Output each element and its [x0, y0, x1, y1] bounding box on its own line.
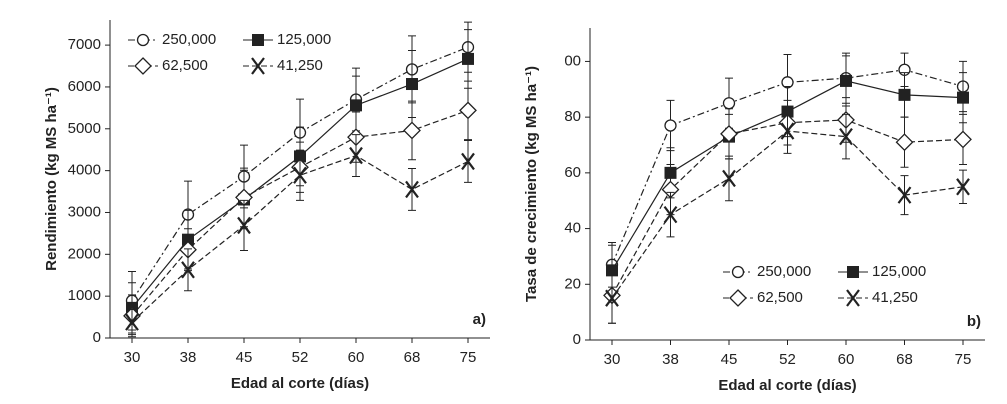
y-tick-label: 0	[93, 329, 101, 346]
marker	[605, 289, 619, 307]
marker	[136, 33, 150, 47]
legend-label: 62,500	[162, 57, 208, 74]
legend-label: 62,500	[757, 289, 803, 306]
marker	[252, 34, 264, 46]
panel-label: b)	[967, 313, 981, 330]
legend-label: 125,000	[872, 263, 926, 280]
legend-label: 41,250	[277, 57, 323, 74]
marker	[839, 127, 853, 146]
x-tick-label: 38	[662, 351, 679, 368]
y-tick-label: 1000	[68, 287, 101, 304]
marker	[847, 266, 859, 278]
marker	[954, 130, 972, 149]
x-tick-label: 30	[124, 349, 141, 366]
marker	[405, 180, 419, 199]
legend-label: 250,000	[757, 263, 811, 280]
x-tick-label: 68	[404, 349, 421, 366]
marker	[181, 261, 195, 279]
marker	[403, 121, 421, 140]
marker	[846, 289, 860, 307]
marker	[251, 57, 265, 75]
marker	[293, 166, 307, 184]
marker	[237, 216, 251, 235]
y-tick-label: 40	[564, 220, 581, 237]
marker	[731, 265, 745, 279]
x-tick-label: 75	[955, 351, 972, 368]
marker	[895, 133, 914, 152]
legend-label: 125,000	[277, 31, 331, 48]
marker	[461, 152, 475, 171]
x-tick-label: 52	[292, 349, 309, 366]
marker	[840, 74, 852, 87]
x-tick-label: 60	[348, 349, 365, 366]
x-tick-label: 45	[236, 349, 253, 366]
marker	[898, 88, 911, 101]
x-axis-title: Edad al corte (días)	[718, 377, 856, 394]
marker	[349, 146, 363, 165]
marker	[722, 169, 736, 188]
marker	[722, 97, 736, 110]
x-tick-label: 75	[460, 349, 477, 366]
panel-label: a)	[473, 311, 486, 328]
marker	[134, 57, 152, 75]
marker	[663, 205, 678, 224]
y-tick-label: 0	[573, 331, 581, 348]
x-tick-label: 60	[838, 351, 855, 368]
y-tick-label: 6000	[68, 78, 101, 95]
marker	[350, 99, 362, 112]
x-tick-label: 52	[779, 351, 796, 368]
marker	[729, 289, 747, 307]
x-tick-label: 30	[604, 351, 621, 368]
marker	[664, 119, 677, 132]
marker	[720, 124, 738, 143]
y-tick-label: 5000	[68, 120, 101, 137]
legend-label: 41,250	[872, 289, 918, 306]
y-tick-label: 60	[564, 164, 581, 181]
marker	[459, 101, 477, 120]
y-tick-label: 7000	[68, 36, 101, 53]
y-tick-label: 80	[564, 108, 581, 125]
marker	[957, 91, 969, 104]
x-tick-label: 68	[896, 351, 913, 368]
y-tick-label: 20	[564, 275, 581, 292]
y-tick-label: 3000	[68, 203, 101, 220]
y-axis-title: Tasa de crecimiento (kg MS ha⁻¹)	[523, 66, 540, 302]
marker	[125, 313, 139, 331]
y-tick-label: 2000	[68, 245, 101, 262]
x-tick-label: 45	[721, 351, 738, 368]
y-tick-label: 00	[564, 52, 581, 69]
marker	[897, 186, 912, 204]
y-axis-title: Rendimiento (kg MS ha⁻¹)	[43, 87, 60, 271]
y-tick-label: 4000	[68, 162, 101, 179]
marker	[406, 78, 418, 91]
x-tick-label: 38	[180, 349, 197, 366]
legend-label: 250,000	[162, 31, 216, 48]
marker	[956, 178, 970, 196]
marker	[462, 52, 474, 65]
marker	[780, 122, 795, 140]
x-axis-title: Edad al corte (días)	[231, 375, 369, 392]
